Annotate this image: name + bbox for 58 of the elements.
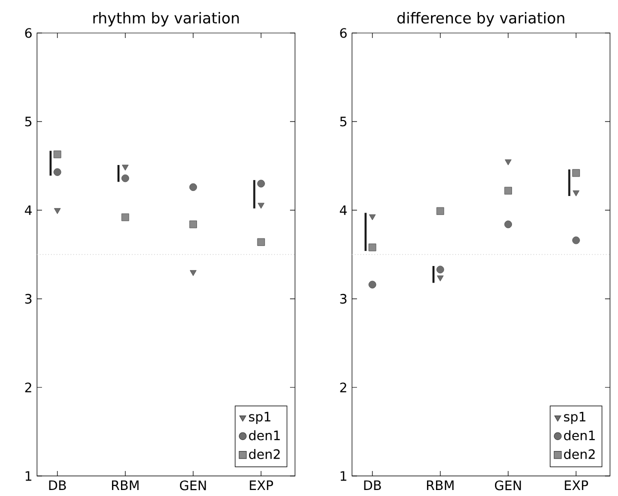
- y-tick-label: 4: [340, 205, 347, 215]
- point: [368, 244, 376, 252]
- legend-label: den1: [249, 430, 280, 440]
- point: [369, 214, 376, 220]
- point: [436, 276, 444, 282]
- x-tick-label: DB: [49, 480, 66, 490]
- point: [572, 190, 580, 196]
- y-tick-label: 2: [25, 382, 32, 392]
- point: [54, 208, 61, 214]
- legend-label: den1: [564, 430, 595, 440]
- x-tick-label: EXP: [564, 480, 588, 490]
- point: [54, 168, 62, 176]
- y-tick-label: 6: [25, 28, 32, 38]
- bar: [117, 165, 120, 182]
- y-tick-label: 4: [24, 205, 32, 215]
- legend-label: sp1: [249, 412, 270, 424]
- y-tick-label: 5: [25, 116, 32, 126]
- legend-label: sp1: [564, 412, 586, 424]
- point: [368, 280, 376, 288]
- x-tick-label: DB: [364, 480, 381, 490]
- y-tick-label: 2: [340, 382, 346, 392]
- y-tick-label: 1: [26, 471, 32, 481]
- x-tick-label: GEN: [180, 480, 206, 490]
- bar: [50, 150, 52, 176]
- point: [436, 207, 444, 215]
- y-tick-label: 5: [340, 116, 346, 126]
- bar: [432, 266, 434, 283]
- point: [54, 150, 62, 158]
- legend-label: den2: [249, 449, 280, 460]
- bar: [568, 169, 570, 196]
- point: [189, 183, 197, 191]
- x-tick-label: GEN: [494, 480, 521, 490]
- point: [257, 238, 265, 246]
- bar: [253, 180, 256, 208]
- point: [258, 202, 264, 209]
- y-tick-label: 6: [340, 28, 347, 38]
- point: [257, 180, 265, 188]
- y-tick-label: 3: [340, 294, 346, 304]
- point: [572, 236, 580, 244]
- point: [190, 270, 196, 276]
- y-tick-label: 1: [340, 471, 346, 481]
- point: [122, 164, 129, 171]
- x-tick-label: RBM: [427, 480, 454, 490]
- y-tick-label: 3: [25, 294, 32, 304]
- legend-label: den2: [564, 449, 595, 460]
- point: [436, 266, 444, 274]
- point: [121, 213, 130, 222]
- bar: [364, 212, 367, 251]
- point: [504, 159, 512, 166]
- point: [572, 169, 580, 177]
- point: [504, 186, 512, 194]
- x-tick-label: RBM: [112, 480, 139, 490]
- chart-title: difference by variation: [397, 12, 564, 26]
- chart-title: rhythm by variation: [93, 12, 239, 26]
- point: [189, 220, 197, 228]
- point: [121, 174, 130, 182]
- x-tick-label: EXP: [250, 480, 274, 490]
- point: [504, 220, 512, 228]
